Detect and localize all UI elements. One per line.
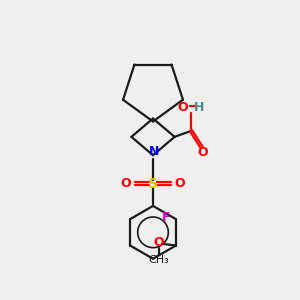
Text: CH₃: CH₃ xyxy=(148,255,169,265)
Text: O: O xyxy=(197,146,208,159)
Text: O: O xyxy=(121,177,131,190)
Text: F: F xyxy=(162,211,170,224)
Text: O: O xyxy=(177,101,188,114)
Text: S: S xyxy=(148,177,158,191)
Text: N: N xyxy=(149,145,160,158)
Text: O: O xyxy=(175,177,185,190)
Text: O: O xyxy=(154,236,164,249)
Text: H: H xyxy=(194,101,205,114)
